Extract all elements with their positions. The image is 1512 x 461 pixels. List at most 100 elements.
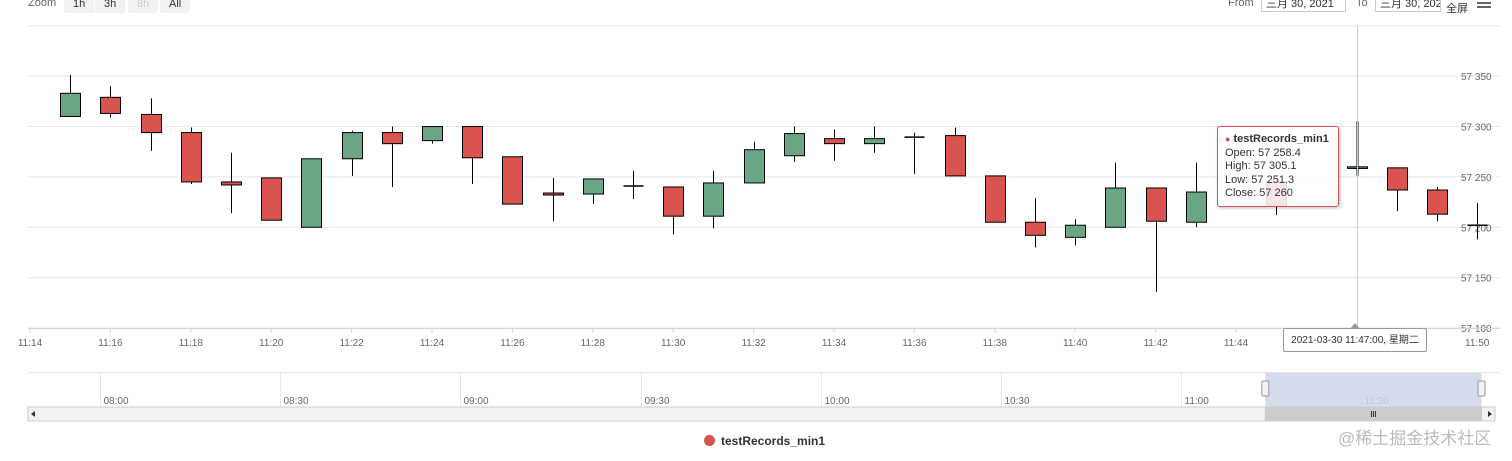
candle-tooltip: ● testRecords_min1 Open: 57 258.4 High: 5… [1217,126,1339,207]
candle-body [985,175,1006,223]
x-tick-label: 11:22 [339,338,364,349]
x-tick-label: 11:28 [581,338,606,349]
x-tick-label: 11:32 [741,338,766,349]
legend-label: testRecords_min1 [721,434,826,448]
navigator-handle [1477,380,1486,397]
navigator-tick-label: 10:00 [825,396,850,407]
x-tick-label: 11:44 [1224,338,1249,349]
candle-body [1146,187,1167,222]
candle [543,177,564,222]
candle-body [663,186,684,217]
navigator-tick-label: 11:00 [1185,396,1210,407]
zoom-1h-button[interactable]: 1h [64,0,95,13]
watermark: @稀土掘金技术社区 [1338,429,1492,448]
x-tick-label: 11:34 [822,338,847,349]
candle-body [100,96,121,114]
candle [1065,219,1086,246]
candle-body [301,158,322,228]
candle-body [1387,167,1408,191]
x-tick-label: 11:24 [420,338,445,349]
y-tick-label: 57 300 [1461,123,1492,134]
candle-body [864,138,885,145]
candle-body [141,113,162,134]
zoom-3h-button[interactable]: 3h [95,0,126,13]
fullscreen-button[interactable]: 全屏 [1446,3,1468,15]
candle [181,127,202,184]
scroll-left-arrow-icon [31,411,35,417]
y-tick-label: 57 350 [1461,72,1492,83]
navigator-tick-label: 08:00 [104,396,129,407]
candle-body [221,181,242,186]
candle [261,177,282,221]
from-date-input[interactable]: 三月 30, 2021 [1261,0,1346,12]
candle [1186,162,1207,228]
candle [422,126,443,144]
tooltip-low: Low: 57 251.3 [1225,173,1295,186]
x-tick-label: 11:18 [179,338,204,349]
legend-item[interactable]: testRecords_min1 [704,434,825,448]
candle-body [502,156,523,205]
from-label: From [1228,0,1254,9]
navigator-selected-range [1265,373,1482,407]
candle-body [1105,187,1126,228]
candle-body [261,177,282,221]
candle-body [945,135,966,177]
tooltip-close: Close: 57 260 [1225,187,1293,199]
candle [462,126,483,184]
to-date-input[interactable]: 三月 30, 2021 [1375,0,1441,12]
candle [1427,186,1448,222]
y-axis-ticks: 57 100 57 150 57 200 57 250 57 300 57 350 [1461,72,1492,335]
navigator-scrollbar-track [27,406,1496,422]
candle-body [382,132,403,145]
candle [100,86,121,118]
x-tick-label: 11:30 [661,338,686,349]
candle-body [1065,224,1086,238]
candle-body [1186,191,1207,223]
candle-body [422,126,443,142]
x-tick-label: 11:20 [259,338,284,349]
candle [864,126,885,153]
candle [703,170,724,229]
x-tick-label: 11:40 [1063,338,1088,349]
candle-body [181,132,202,183]
candle [382,126,403,187]
legend-symbol-icon [704,435,715,446]
x-axis: 11:14 11:16 11:18 11:20 11:22 11:24 11:26 11:28… [18,328,1500,349]
zoom-8h-button[interactable]: 8h [128,0,159,13]
candle-body [60,92,81,117]
y-tick-label: 57 250 [1461,173,1492,184]
candle [623,170,644,200]
x-tick-label: 11:16 [98,338,123,349]
candle [60,75,81,117]
candle [985,175,1006,223]
candle [301,158,322,228]
x-tick-label: 11:36 [902,338,927,349]
y-tick-label: 57 150 [1461,274,1492,285]
candle-body [1427,189,1448,215]
navigator-handle [1261,380,1270,397]
candle-body [1025,221,1046,236]
to-label: To [1356,0,1368,9]
candle [663,186,684,235]
candle-body [342,132,363,160]
candle-body [784,133,805,157]
navigator-tick-label: 10:30 [1005,396,1030,407]
zoom-all-button[interactable]: All [160,0,191,13]
candle [1387,167,1408,212]
candle [1025,198,1046,248]
x-tick-label: 11:38 [983,338,1008,349]
navigator-tick-label: 08:30 [284,396,309,407]
candle [824,129,845,161]
hamburger-menu-icon[interactable] [1477,0,1491,10]
candle [1105,162,1126,228]
candle [502,156,523,205]
series-dot-icon: ● [1225,134,1231,144]
y-tick-label: 57 200 [1461,223,1492,234]
tooltip-high: High: 57 305.1 [1225,160,1297,172]
candle-body [703,182,724,217]
candle [784,126,805,162]
candle [945,127,966,177]
tooltip-open: Open: 57 258.4 [1225,146,1301,159]
